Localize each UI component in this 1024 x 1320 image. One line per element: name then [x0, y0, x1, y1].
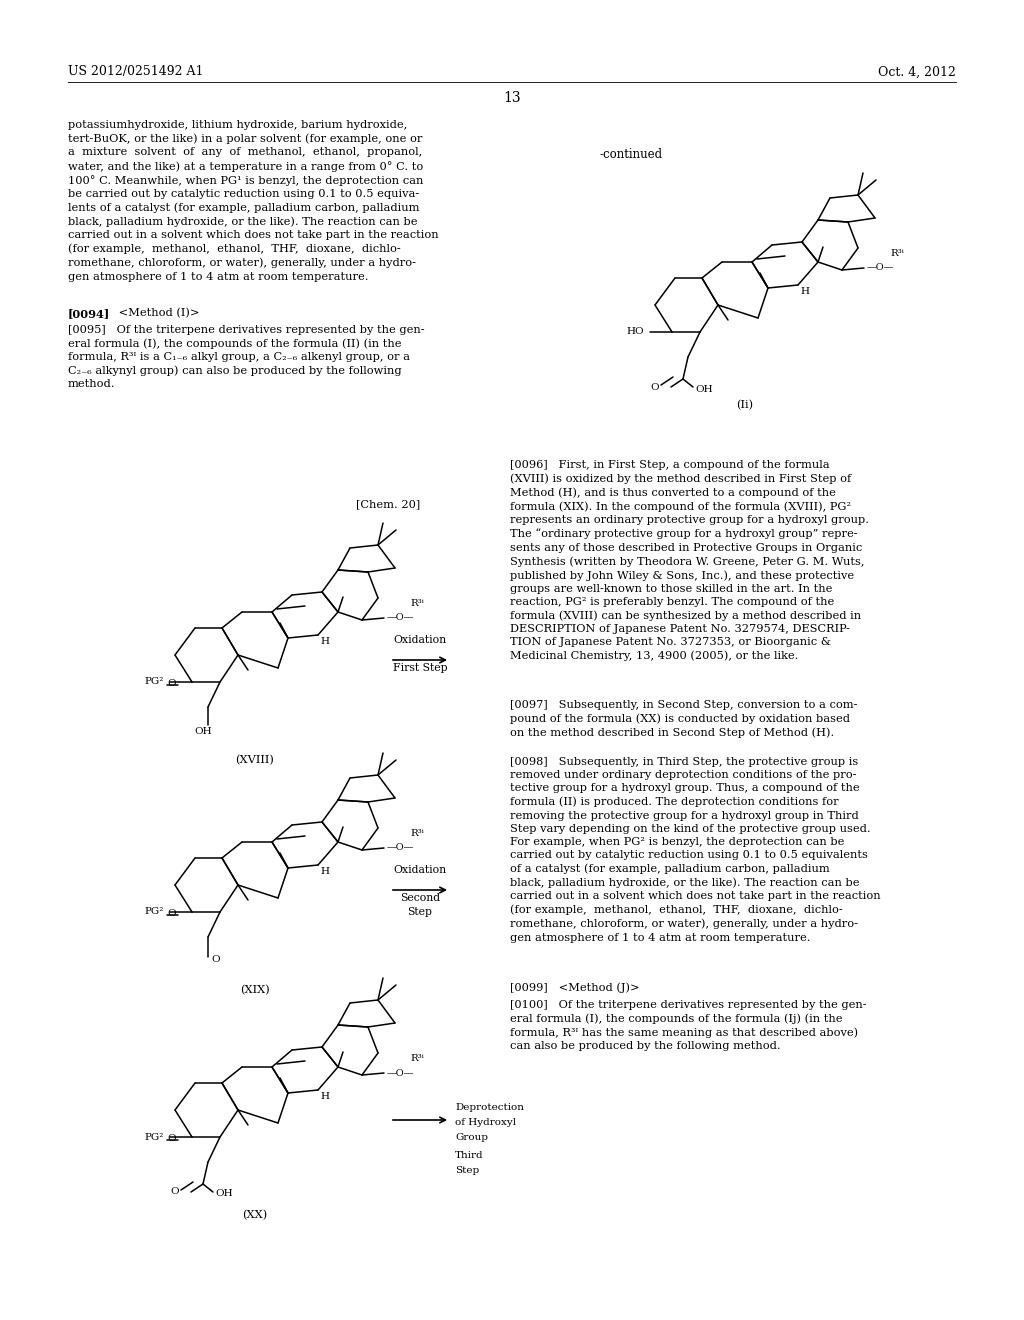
Text: OH: OH [695, 384, 713, 393]
Text: PG²: PG² [144, 1133, 164, 1142]
Text: —O—: —O— [387, 843, 415, 853]
Text: First Step: First Step [392, 663, 447, 673]
Text: Deprotection: Deprotection [455, 1104, 524, 1111]
Text: H: H [319, 638, 329, 645]
Text: [0097]   Subsequently, in Second Step, conversion to a com-
pound of the formula: [0097] Subsequently, in Second Step, con… [510, 700, 857, 738]
Text: [0095]   Of the triterpene derivatives represented by the gen-
eral formula (I),: [0095] Of the triterpene derivatives rep… [68, 325, 425, 389]
Text: PG²: PG² [144, 908, 164, 916]
Text: US 2012/0251492 A1: US 2012/0251492 A1 [68, 66, 204, 78]
Text: O: O [170, 1188, 179, 1196]
Text: Oxidation: Oxidation [393, 635, 446, 645]
Text: O: O [211, 954, 219, 964]
Text: Oct. 4, 2012: Oct. 4, 2012 [879, 66, 956, 78]
Text: of Hydroxyl: of Hydroxyl [455, 1118, 516, 1127]
Text: (XVIII): (XVIII) [236, 755, 274, 766]
Text: [0096]   First, in First Step, a compound of the formula
(XVIII) is oxidized by : [0096] First, in First Step, a compound … [510, 459, 869, 661]
Text: Oxidation: Oxidation [393, 865, 446, 875]
Text: R³ⁱ: R³ⁱ [890, 249, 904, 257]
Text: (XIX): (XIX) [240, 985, 270, 995]
Text: <Method (I)>: <Method (I)> [115, 308, 200, 318]
Text: (XX): (XX) [243, 1210, 267, 1220]
Text: [0094]: [0094] [68, 308, 111, 319]
Text: R³ⁱ: R³ⁱ [410, 829, 424, 838]
Text: —O—: —O— [387, 614, 415, 623]
Text: [0100]   Of the triterpene derivatives represented by the gen-
eral formula (I),: [0100] Of the triterpene derivatives rep… [510, 1001, 866, 1051]
Text: R³ⁱ: R³ⁱ [410, 599, 424, 609]
Text: OH: OH [195, 727, 212, 737]
Text: O: O [168, 1134, 176, 1143]
Text: Third: Third [455, 1151, 483, 1160]
Text: —O—: —O— [867, 264, 894, 272]
Text: potassiumhydroxide, lithium hydroxide, barium hydroxide,
tert-BuOK, or the like): potassiumhydroxide, lithium hydroxide, b… [68, 120, 438, 281]
Text: HO: HO [627, 327, 644, 337]
Text: [0099]   <Method (J)>: [0099] <Method (J)> [510, 982, 640, 993]
Text: 13: 13 [503, 91, 521, 106]
Text: O: O [168, 909, 176, 917]
Text: -continued: -continued [600, 148, 664, 161]
Text: —O—: —O— [387, 1068, 415, 1077]
Text: [0098]   Subsequently, in Third Step, the protective group is
removed under ordi: [0098] Subsequently, in Third Step, the … [510, 756, 881, 942]
Text: OH: OH [215, 1189, 232, 1199]
Text: H: H [319, 867, 329, 876]
Text: Step: Step [408, 907, 432, 917]
Text: Group: Group [455, 1133, 488, 1142]
Text: (Ii): (Ii) [736, 400, 754, 411]
Text: H: H [800, 286, 809, 296]
Text: PG²: PG² [144, 677, 164, 686]
Text: H: H [319, 1092, 329, 1101]
Text: Step: Step [455, 1166, 479, 1175]
Text: Second: Second [400, 894, 440, 903]
Text: R³ⁱ: R³ⁱ [410, 1053, 424, 1063]
Text: O: O [168, 678, 176, 688]
Text: O: O [650, 383, 659, 392]
Text: [Chem. 20]: [Chem. 20] [355, 499, 420, 510]
